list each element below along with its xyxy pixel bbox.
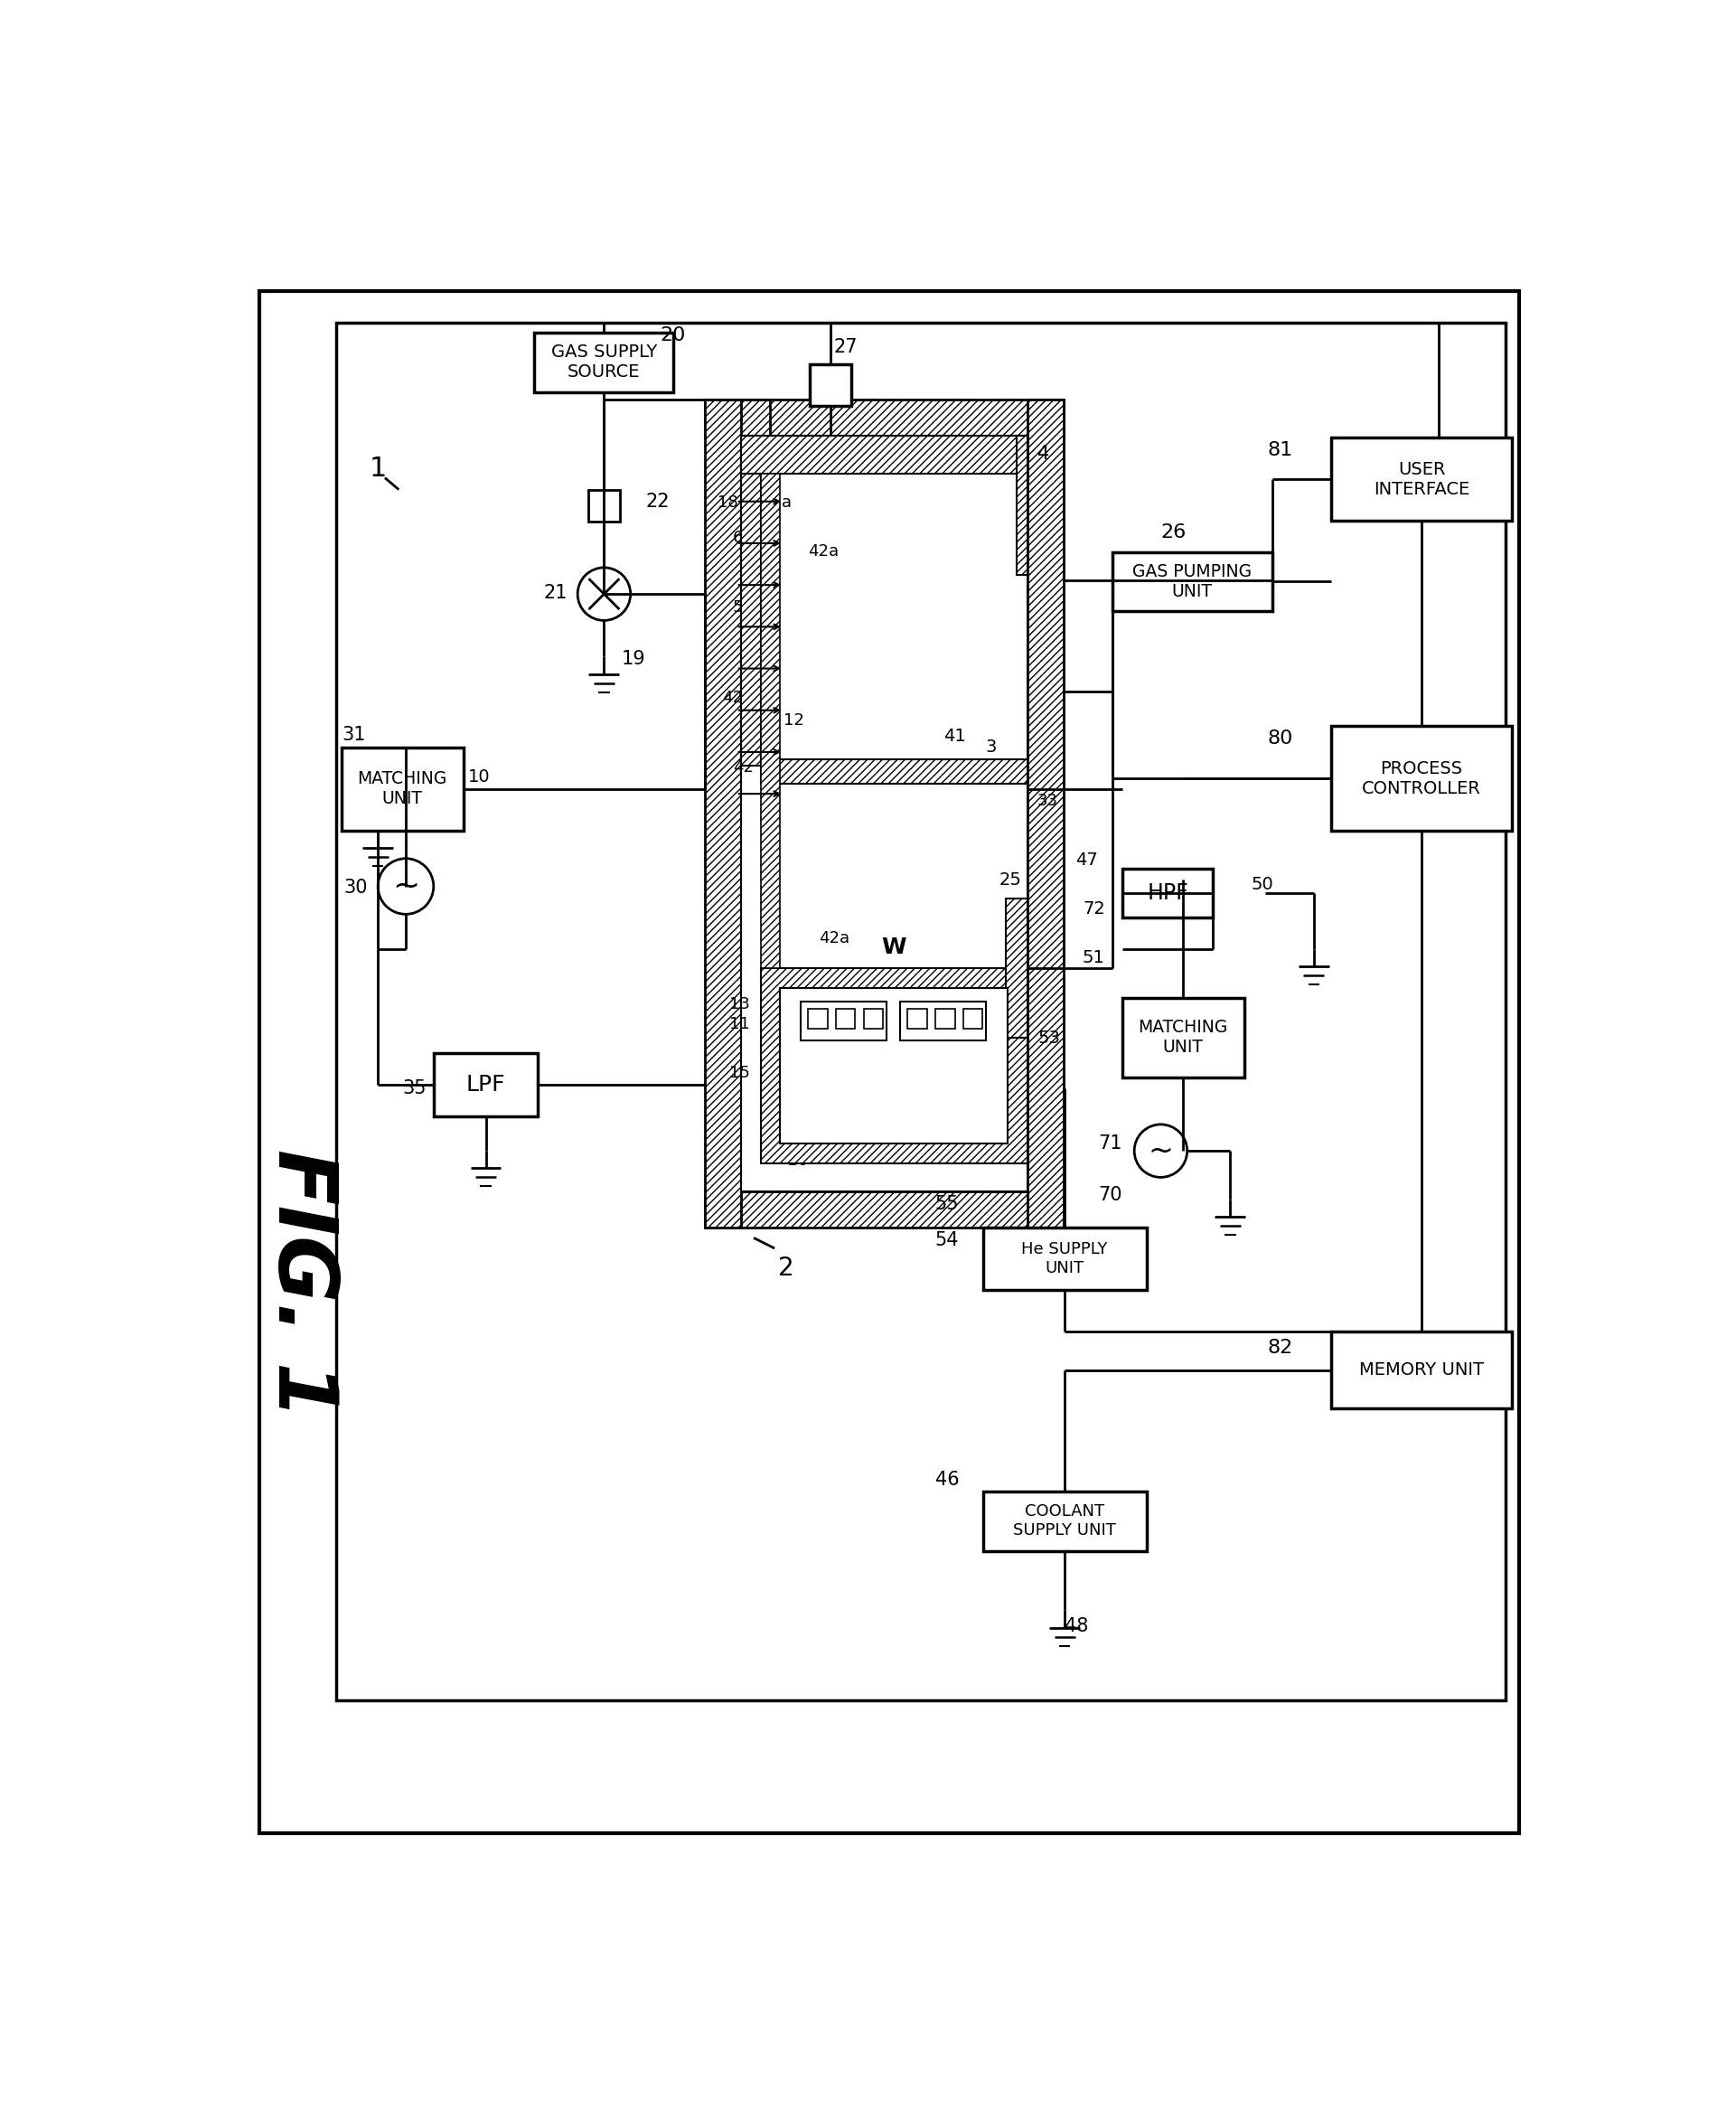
Text: 20: 20 [660, 327, 686, 344]
Text: 41: 41 [944, 727, 965, 744]
Text: 30: 30 [344, 879, 368, 896]
Text: 48: 48 [1064, 1617, 1088, 1636]
Bar [1113, 552, 1272, 611]
Text: 4: 4 [1038, 445, 1050, 464]
Bar [835, 1010, 856, 1029]
Text: 70: 70 [1099, 1185, 1123, 1204]
Text: 21: 21 [543, 584, 568, 601]
Bar [1123, 997, 1245, 1077]
Bar [535, 333, 674, 392]
Text: 33: 33 [1038, 793, 1059, 809]
Text: 55: 55 [936, 1195, 958, 1214]
Text: 1: 1 [370, 455, 387, 483]
Text: USER
INTERFACE: USER INTERFACE [1373, 462, 1470, 497]
Text: 13: 13 [729, 997, 750, 1012]
Text: 15: 15 [729, 1065, 750, 1081]
Bar [1028, 398, 1064, 1227]
Text: 42b: 42b [722, 689, 753, 706]
Bar [1332, 1332, 1512, 1408]
Bar [589, 489, 620, 521]
Text: FIG. 1: FIG. 1 [262, 1149, 342, 1419]
Bar [936, 1010, 955, 1029]
Text: 42a: 42a [807, 544, 838, 559]
Bar [809, 365, 851, 407]
Bar [337, 323, 1505, 1701]
Bar [741, 436, 1028, 1191]
Text: 71: 71 [1099, 1134, 1123, 1153]
Text: 47: 47 [1076, 852, 1099, 868]
Bar [963, 1010, 983, 1029]
Bar [760, 474, 779, 968]
Bar [741, 474, 760, 765]
Text: 11: 11 [729, 1016, 750, 1033]
Text: 31: 31 [342, 725, 366, 744]
Bar [983, 1492, 1147, 1551]
Text: 51: 51 [1083, 949, 1106, 965]
Bar [1017, 436, 1028, 575]
Text: ~: ~ [1147, 1136, 1174, 1166]
Bar [705, 1191, 1064, 1227]
Bar [983, 1227, 1147, 1290]
Bar [863, 1010, 884, 1029]
Text: 27: 27 [833, 337, 858, 356]
Bar [741, 436, 1028, 474]
Bar [342, 746, 464, 831]
Text: 12: 12 [783, 713, 804, 729]
Bar [800, 1001, 887, 1039]
Text: 46: 46 [936, 1471, 958, 1488]
Text: ~: ~ [392, 871, 420, 902]
Text: 16: 16 [786, 1153, 807, 1170]
Text: 25: 25 [1000, 871, 1023, 887]
Text: 53: 53 [1038, 1029, 1061, 1048]
Text: W: W [882, 936, 906, 957]
Text: He SUPPLY
UNIT: He SUPPLY UNIT [1021, 1242, 1108, 1275]
Bar [434, 1054, 538, 1115]
Text: 35: 35 [403, 1079, 427, 1098]
Bar [908, 1010, 927, 1029]
Bar [760, 759, 1028, 784]
Bar [705, 398, 1064, 436]
Bar [741, 436, 1028, 1191]
Text: 72: 72 [1083, 900, 1106, 917]
Text: 43: 43 [807, 1128, 828, 1145]
Text: 82: 82 [1267, 1339, 1293, 1358]
Text: 52: 52 [733, 599, 753, 616]
Bar [807, 1010, 828, 1029]
Text: MATCHING
UNIT: MATCHING UNIT [1139, 1018, 1227, 1056]
Text: 80: 80 [1267, 729, 1293, 748]
Text: MEMORY UNIT: MEMORY UNIT [1359, 1362, 1484, 1379]
Text: HPF: HPF [1147, 883, 1189, 904]
Text: 3: 3 [986, 738, 996, 755]
Bar [901, 1001, 986, 1039]
Text: 10: 10 [469, 767, 491, 786]
Text: LPF: LPF [465, 1073, 505, 1096]
Text: 26: 26 [1161, 523, 1186, 542]
Text: 19: 19 [621, 649, 646, 668]
Bar [779, 989, 1007, 1145]
Text: 42a: 42a [818, 930, 849, 946]
Text: 18: 18 [717, 495, 738, 510]
Text: 66: 66 [733, 529, 753, 546]
Text: GAS PUMPING
UNIT: GAS PUMPING UNIT [1132, 563, 1252, 601]
Bar [1123, 868, 1213, 917]
Text: 50: 50 [1252, 877, 1274, 894]
Bar [1332, 727, 1512, 831]
Text: 45: 45 [863, 1128, 884, 1145]
Text: PROCESS
CONTROLLER: PROCESS CONTROLLER [1363, 761, 1481, 797]
Text: 2: 2 [778, 1254, 793, 1280]
Bar [760, 968, 1028, 1164]
Text: 22: 22 [646, 493, 670, 510]
Text: 54: 54 [936, 1231, 958, 1248]
Text: 81: 81 [1267, 441, 1293, 460]
Text: COOLANT
SUPPLY UNIT: COOLANT SUPPLY UNIT [1014, 1503, 1116, 1539]
Bar [1332, 438, 1512, 521]
Text: 42: 42 [733, 759, 753, 776]
Bar [1007, 898, 1028, 1037]
Text: GAS SUPPLY
SOURCE: GAS SUPPLY SOURCE [550, 344, 656, 382]
Text: 13a: 13a [760, 495, 792, 510]
Text: MATCHING
UNIT: MATCHING UNIT [358, 769, 448, 807]
Bar [705, 398, 741, 1227]
